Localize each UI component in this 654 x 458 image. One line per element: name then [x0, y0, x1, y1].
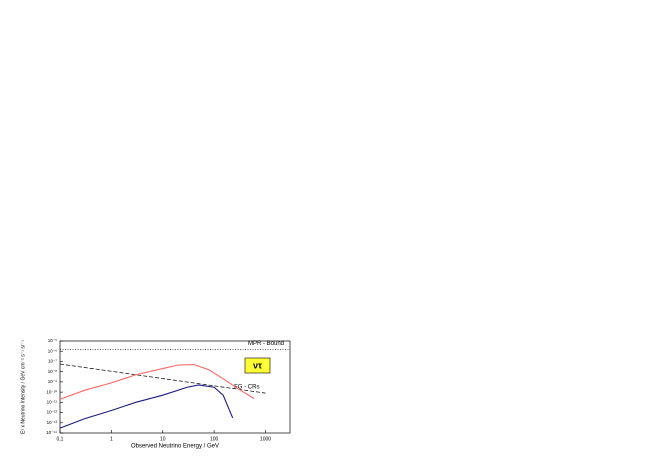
x-tick-label: 10 [160, 436, 166, 442]
x-tick-label: 100 [210, 436, 219, 442]
series-label: FG - CRs [234, 385, 259, 391]
plot-frame [59, 340, 291, 434]
series-line [59, 363, 255, 400]
annotation-box [244, 357, 271, 374]
y-tick-label: 10⁻¹⁴ [46, 430, 57, 435]
y-tick-label: 10⁻⁵ [48, 338, 57, 343]
y-tick-label: 10⁻⁸ [48, 369, 57, 374]
series-label: MPR - Bound [248, 341, 284, 347]
x-tick-label: 0,1 [57, 436, 64, 442]
y-tick-label: 10⁻¹¹ [47, 400, 58, 405]
y-axis-label: E² x Neutrino Intensity / GeV cm⁻² s⁻¹ s… [20, 340, 26, 434]
y-tick-label: 10⁻⁹ [48, 379, 57, 384]
y-tick-label: 10⁻¹² [47, 410, 58, 415]
y-tick-label: 10⁻⁶ [48, 348, 57, 353]
series-line [59, 384, 234, 429]
x-tick-label: 1 [110, 436, 113, 442]
series-line [59, 363, 266, 394]
y-tick-label: 10⁻¹³ [47, 420, 58, 425]
y-tick-label: 10⁻¹⁰ [46, 389, 57, 394]
x-axis-label: Observed Neutrino Energy / GeV [131, 444, 219, 450]
annotation: ντ [253, 360, 262, 370]
y-tick-label: 10⁻⁷ [48, 359, 57, 364]
x-tick-label: 1000 [260, 436, 271, 442]
